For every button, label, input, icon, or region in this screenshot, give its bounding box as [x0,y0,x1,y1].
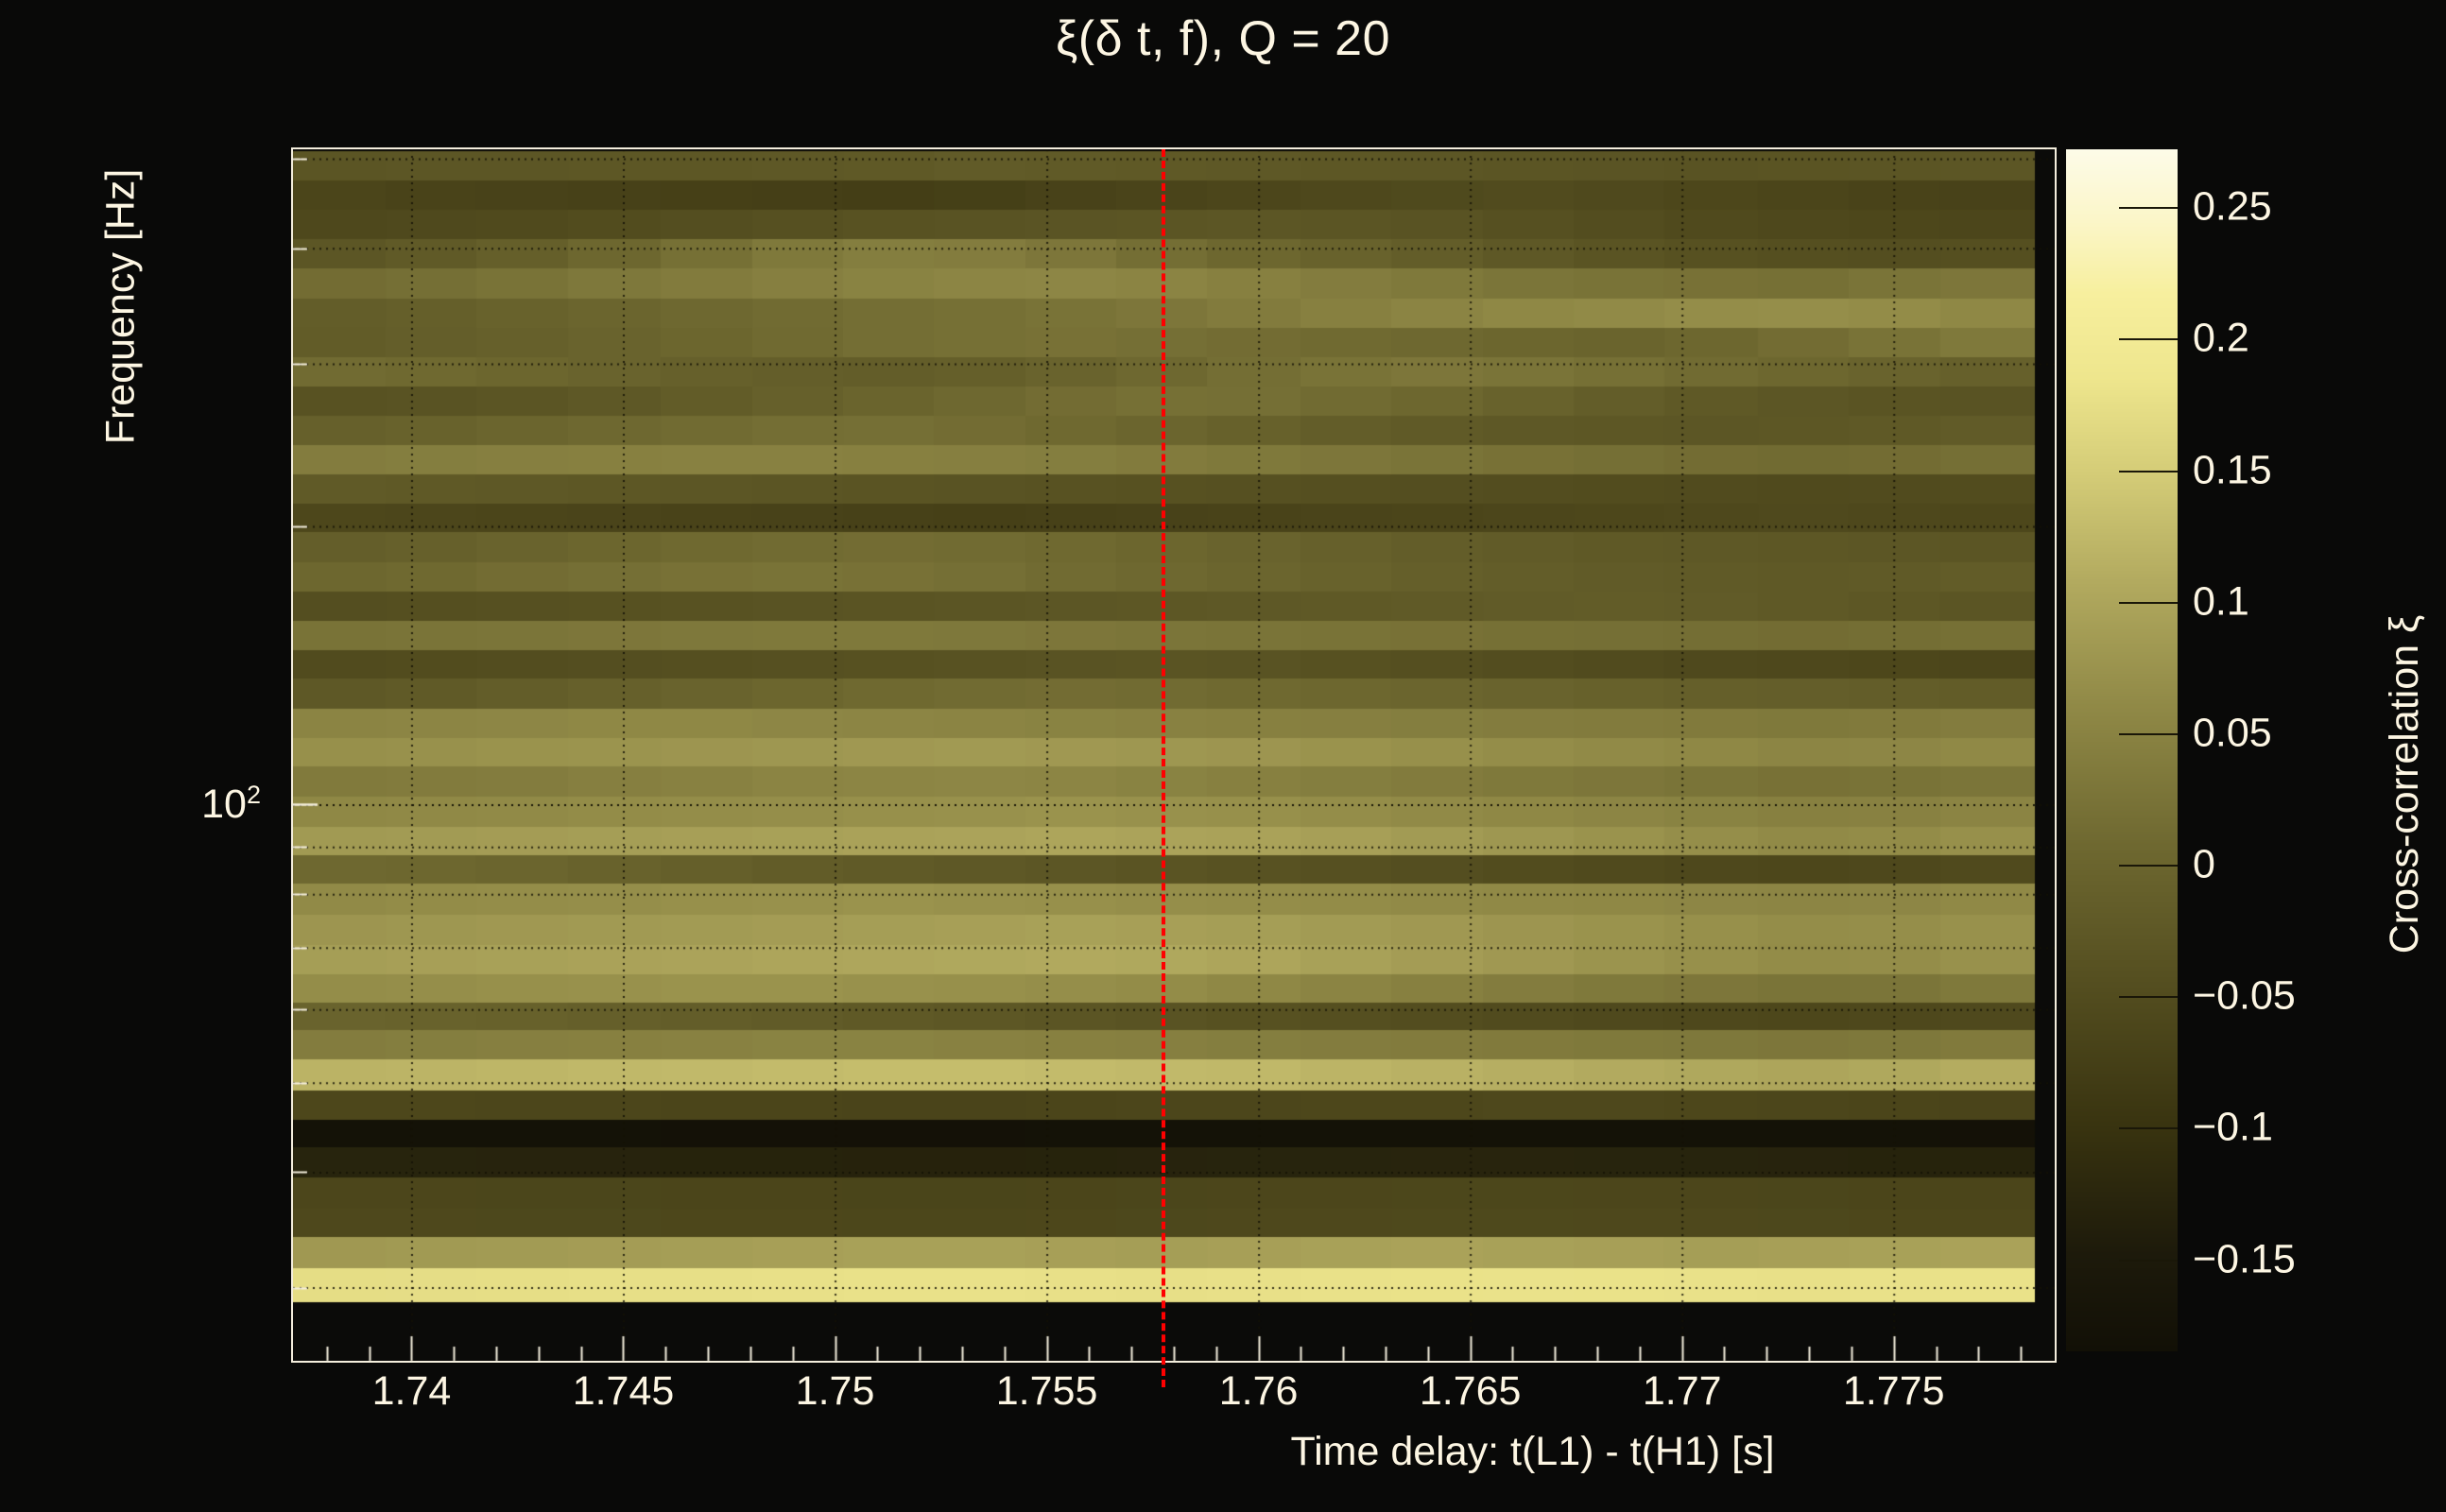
y-tick-label: 102 [201,781,261,828]
x-tick-label: 1.775 [1842,1368,1945,1414]
page-title: ξ(δ t, f), Q = 20 [1055,11,1391,66]
y-axis-tick-labels: 102 [0,149,285,1361]
colorbar-gradient [2066,149,2178,1351]
x-tick-label: 1.77 [1642,1368,1722,1414]
x-tick-label: 1.755 [995,1368,1098,1414]
colorbar-tick-label: 0 [2193,841,2215,887]
colorbar-tick-label: 0.2 [2193,315,2249,361]
colorbar-tick-label: −0.05 [2193,972,2296,1019]
x-tick-label: 1.74 [371,1368,452,1414]
x-tick-label: 1.765 [1419,1368,1522,1414]
colorbar-tick-label: 0.25 [2193,183,2272,230]
x-axis-tick-labels: 1.74 1.745 1.75 1.755 1.76 1.765 1.77 1.775 [293,1368,2055,1425]
x-tick-label: 1.76 [1218,1368,1299,1414]
colorbar-title: Cross-correlation ξ [2382,614,2427,954]
colorbar[interactable] [2066,149,2178,1351]
x-tick-label: 1.745 [572,1368,675,1414]
time-delay-marker-line [1161,149,1165,1387]
colorbar-tick-label: 0.1 [2193,578,2249,625]
x-axis-title: Time delay: t(L1) - t(H1) [s] [1290,1429,1775,1474]
y-axis-title: Frequency [Hz] [97,168,144,445]
heatmap-canvas[interactable] [293,149,2055,1361]
heatmap-plot-area[interactable] [293,149,2055,1361]
x-tick-label: 1.75 [795,1368,875,1414]
colorbar-tick-label: −0.15 [2193,1236,2296,1282]
colorbar-tick-label: 0.05 [2193,710,2272,756]
colorbar-tick-labels: 0.25 0.2 0.15 0.1 0.05 0 −0.05 −0.1 −0.15 [2193,149,2401,1351]
colorbar-tick-label: 0.15 [2193,447,2272,493]
colorbar-tick-label: −0.1 [2193,1104,2273,1150]
